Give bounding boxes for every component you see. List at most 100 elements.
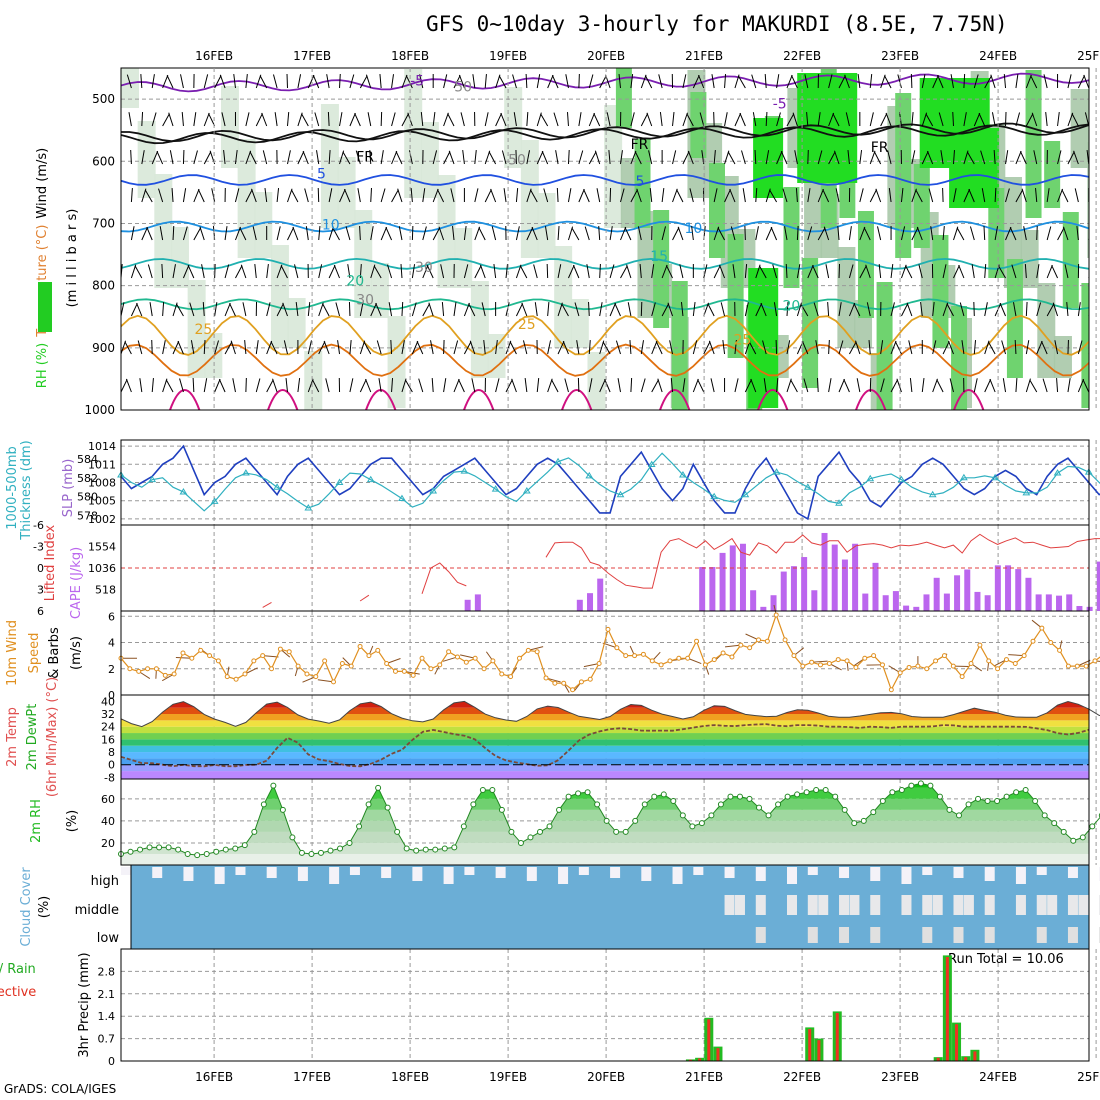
wind-barb	[701, 150, 705, 165]
cloud-gap-high	[381, 867, 392, 878]
wind-barb	[1064, 264, 1069, 279]
temp-band	[121, 764, 1089, 772]
wind-barb	[533, 264, 538, 279]
wind-barb	[505, 379, 513, 393]
wind-barb	[151, 74, 155, 89]
wind-barb	[474, 150, 477, 165]
wind-barb	[732, 264, 736, 279]
wind-barb	[359, 75, 368, 89]
wind-barb	[930, 226, 934, 241]
wind-barb	[682, 112, 688, 127]
wind-barb	[594, 150, 601, 165]
precip-conv-bar	[936, 1057, 940, 1061]
wind-barb	[921, 151, 929, 165]
cloud-gap-middle	[839, 895, 850, 915]
wind-barb	[318, 264, 323, 279]
wind-barb	[526, 111, 529, 127]
wind-barb	[314, 112, 320, 127]
rh-marker	[1089, 823, 1096, 830]
cloud-gap-middle	[1036, 895, 1047, 915]
thickness-grid	[121, 445, 1089, 520]
wind10-marker	[180, 650, 186, 656]
wind-barb	[547, 302, 550, 317]
rh-shade	[270, 245, 289, 348]
thickness-marker	[928, 490, 937, 498]
wind-barb	[411, 302, 417, 317]
cape-bar	[974, 591, 981, 611]
wind-barb	[932, 75, 939, 89]
rh-legend-swatch	[38, 282, 52, 332]
wind-barb	[179, 378, 184, 393]
wind10-marker	[446, 649, 452, 655]
date-label-bottom: 21FEB	[685, 1070, 723, 1084]
wind-barb	[776, 150, 783, 165]
isotherm-line	[121, 72, 1089, 93]
wind-barb	[447, 113, 455, 127]
precip-conv-bar	[698, 1058, 702, 1061]
precip-tick-label: 2.8	[98, 965, 116, 978]
wind-barb	[815, 340, 819, 355]
wind10-marker	[897, 670, 903, 676]
rh-marker	[403, 845, 410, 852]
wind-barb	[782, 188, 788, 203]
cape-bar	[954, 575, 961, 611]
wind-barb	[224, 302, 231, 317]
rh-shade	[121, 68, 139, 108]
wind-barb	[547, 378, 553, 393]
wind-barb	[214, 340, 219, 355]
wind-barb	[137, 340, 143, 355]
wind-barb	[832, 113, 840, 127]
wind-barb	[370, 303, 377, 317]
wind-barb	[869, 189, 878, 203]
wind-barb	[932, 302, 935, 317]
wind-barb	[543, 188, 549, 203]
wind-barb	[426, 265, 434, 279]
wind-barb	[630, 150, 637, 165]
wind10-marker	[711, 657, 717, 663]
rh-marker	[308, 850, 315, 857]
wind-barb	[276, 188, 280, 203]
rh-shade	[254, 192, 273, 258]
thickness-marker	[647, 460, 656, 468]
wind-barb	[125, 378, 132, 393]
wind-barb	[786, 74, 793, 89]
wind-barb	[553, 112, 559, 127]
wind-barb	[1015, 74, 1019, 89]
wind10-marker	[561, 680, 567, 686]
rh-marker	[708, 812, 715, 819]
wind-barb	[266, 264, 269, 279]
wind-barb	[901, 303, 909, 317]
rh-shade-high	[690, 92, 707, 158]
wind10-marker	[906, 664, 912, 670]
wind-barb	[953, 226, 959, 241]
isotherm-line	[121, 298, 1089, 311]
rh-marker	[137, 846, 144, 853]
wind10-tick-label: 6	[108, 610, 115, 623]
wind10-marker	[410, 672, 416, 678]
wind-barb	[630, 112, 635, 127]
temp-band	[121, 720, 1089, 727]
wind-barb	[1066, 302, 1069, 317]
wind-barb	[345, 226, 351, 241]
pressure-axis-label: (m i l l i b a r s)	[65, 209, 80, 308]
wind-barb	[792, 112, 798, 127]
cloud-level-label: low	[97, 931, 120, 946]
cloud-gap-high	[266, 867, 277, 878]
wind-barb	[1067, 378, 1071, 393]
date-label-bottom: 25FEB	[1077, 1070, 1100, 1084]
wind-barb	[322, 303, 330, 317]
wind-barb	[682, 378, 686, 393]
rh-marker	[613, 828, 620, 835]
li-tick-label: 0	[37, 562, 44, 575]
rh-tick-label: 60	[101, 793, 115, 806]
wind-barb	[556, 187, 559, 203]
wind-barb	[1052, 302, 1059, 317]
wind-barb	[973, 340, 977, 355]
wind10-marker	[224, 674, 230, 680]
cloud-gap-high	[495, 867, 506, 878]
wind-barb	[620, 265, 628, 279]
wind-barb	[551, 379, 559, 393]
wind10-marker	[375, 647, 381, 653]
thickness-marker	[803, 483, 812, 490]
wind10-marker	[1074, 663, 1080, 669]
